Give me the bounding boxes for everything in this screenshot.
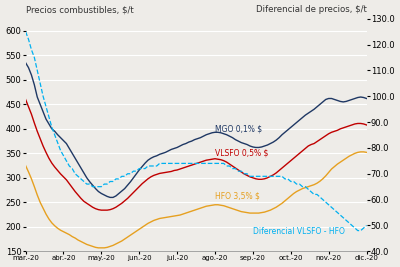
Text: VLSFO 0,5% $: VLSFO 0,5% $ bbox=[215, 149, 268, 158]
Text: HFO 3,5% $: HFO 3,5% $ bbox=[215, 191, 260, 201]
Text: Precios combustibles, $/t: Precios combustibles, $/t bbox=[26, 5, 133, 14]
Text: Diferencial VLSFO - HFO: Diferencial VLSFO - HFO bbox=[253, 227, 345, 236]
Text: Diferencial de precios, $/t: Diferencial de precios, $/t bbox=[256, 5, 366, 14]
Text: MGO 0,1% $: MGO 0,1% $ bbox=[215, 124, 262, 133]
